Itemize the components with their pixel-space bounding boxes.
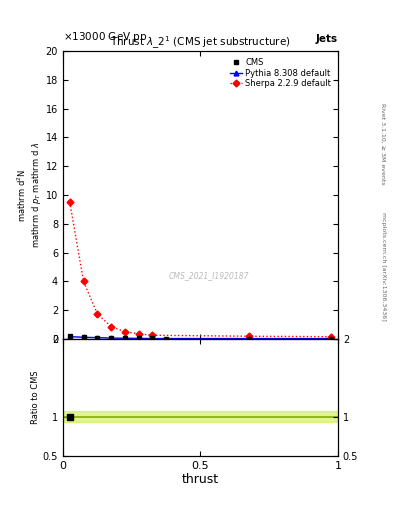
Line: Pythia 8.308 default: Pythia 8.308 default [67,334,334,341]
Sherpa 2.2.9 default [329,334,334,340]
CMS [68,333,72,339]
Pythia 8.308 default [150,335,155,342]
Pythia 8.308 default [329,335,334,342]
Text: Rivet 3.1.10, ≥ 3M events: Rivet 3.1.10, ≥ 3M events [381,102,386,184]
Bar [63,411,338,422]
CMS [123,335,127,342]
X-axis label: thrust: thrust [182,473,219,486]
CMS [246,335,251,342]
CMS [81,334,86,340]
CMS [150,335,155,342]
Sherpa 2.2.9 default [108,324,114,330]
Line: CMS: CMS [67,334,334,341]
Sherpa 2.2.9 default [150,332,155,338]
Sherpa 2.2.9 default [68,199,72,205]
Sherpa 2.2.9 default [136,331,141,337]
Sherpa 2.2.9 default [123,329,127,335]
Pythia 8.308 default [81,334,86,340]
Pythia 8.308 default [108,335,114,341]
Pythia 8.308 default [68,334,72,340]
Sherpa 2.2.9 default [81,278,86,284]
Pythia 8.308 default [136,335,141,342]
CMS [95,335,100,341]
Sherpa 2.2.9 default [95,311,100,317]
Sherpa 2.2.9 default [246,333,251,339]
CMS [329,335,334,342]
Line: Sherpa 2.2.9 default: Sherpa 2.2.9 default [67,200,334,339]
Y-axis label: mathrm d$^2$N
mathrm d $p_T$ mathrm d $\lambda$: mathrm d$^2$N mathrm d $p_T$ mathrm d $\… [16,142,43,248]
Legend: CMS, Pythia 8.308 default, Sherpa 2.2.9 default: CMS, Pythia 8.308 default, Sherpa 2.2.9 … [227,55,334,91]
CMS [136,335,141,342]
Text: CMS_2021_I1920187: CMS_2021_I1920187 [169,271,249,280]
Text: $\times$13000 GeV pp: $\times$13000 GeV pp [63,30,147,44]
Pythia 8.308 default [246,335,251,342]
Title: Thrust $\lambda\_2^1$ (CMS jet substructure): Thrust $\lambda\_2^1$ (CMS jet substruct… [110,35,291,51]
CMS [108,335,114,341]
Text: mcplots.cern.ch [arXiv:1306.3436]: mcplots.cern.ch [arXiv:1306.3436] [381,212,386,321]
Pythia 8.308 default [95,335,100,341]
Y-axis label: Ratio to CMS: Ratio to CMS [31,371,40,424]
CMS [164,335,169,342]
Pythia 8.308 default [123,335,127,342]
Text: Jets: Jets [316,33,338,44]
